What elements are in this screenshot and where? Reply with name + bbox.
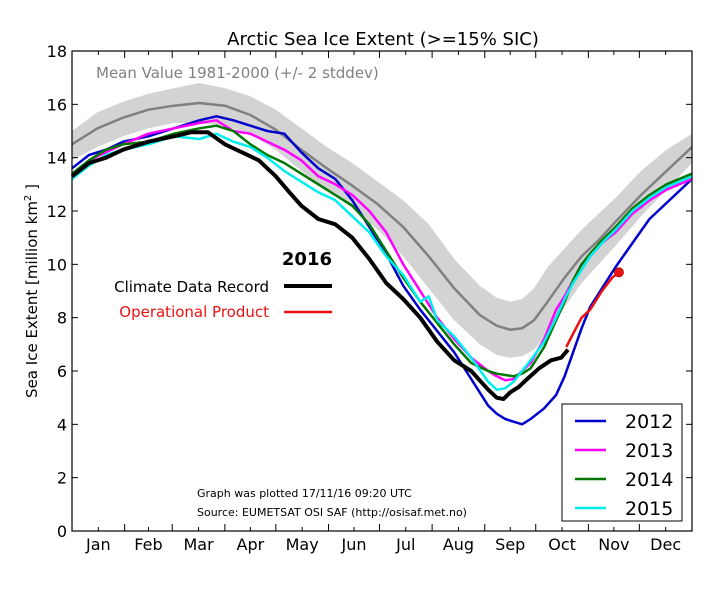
legend: 2012 2013 2014 2015 bbox=[561, 403, 683, 522]
y-axis-label-sup: 2 bbox=[23, 195, 34, 201]
axis-ticks bbox=[71, 50, 693, 532]
x-tick-label-nov: Nov bbox=[598, 535, 629, 554]
x-tick-label-mar: Mar bbox=[183, 535, 214, 554]
plot-area bbox=[70, 83, 693, 426]
footnote-source: Source: EUMETSAT OSI SAF (http://osisaf.… bbox=[197, 506, 467, 519]
mean-line bbox=[71, 101, 693, 331]
x-tick-label-dec: Dec bbox=[650, 535, 681, 554]
y-tick-label: 16 bbox=[47, 95, 67, 114]
x-tick-label-aug: Aug bbox=[443, 535, 474, 554]
y-tick-label: 14 bbox=[47, 149, 67, 168]
stddev-band bbox=[72, 83, 692, 358]
y-tick-label: 8 bbox=[57, 309, 67, 328]
legend-label-2014: 2014 bbox=[625, 469, 673, 491]
series-line-2016-operational-product bbox=[565, 271, 620, 348]
series-line-2016-climate-data-record bbox=[70, 130, 570, 401]
x-tick-label-apr: Apr bbox=[237, 535, 265, 554]
footnote-plotted: Graph was plotted 17/11/16 09:20 UTC bbox=[197, 487, 412, 500]
y-tick-label: 4 bbox=[57, 415, 67, 434]
y-tick-label: 18 bbox=[47, 42, 67, 61]
y-tick-label: 2 bbox=[57, 469, 67, 488]
y-tick-label: 12 bbox=[47, 202, 67, 221]
legend-frame bbox=[561, 403, 683, 522]
x-tick-label-sep: Sep bbox=[495, 535, 525, 554]
x-tick-label-feb: Feb bbox=[134, 535, 162, 554]
legend-entries: 2012 2013 2014 2015 bbox=[575, 411, 673, 520]
x-tick-label-jun: Jun bbox=[340, 535, 366, 554]
y-axis-label-main: Sea Ice Extent [million km bbox=[23, 201, 41, 398]
x-tick-labels: Jan Feb Mar Apr May Jun Jul Aug Sep Oct Nov Dec bbox=[85, 535, 681, 554]
x-tick-label-jul: Jul bbox=[395, 535, 415, 554]
latest-value-marker bbox=[614, 267, 624, 278]
y-axis-label-end: ] bbox=[23, 184, 41, 195]
y-axis-label: Sea Ice Extent [million km2 ] bbox=[23, 184, 41, 398]
x-tick-label-may: May bbox=[286, 535, 319, 554]
y-tick-label: 6 bbox=[57, 362, 67, 381]
x-tick-label-jan: Jan bbox=[85, 535, 111, 554]
legend-2016-label-cdr: Climate Data Record bbox=[114, 278, 269, 296]
y-tick-label: 10 bbox=[47, 255, 67, 274]
legend-label-2013: 2013 bbox=[625, 440, 673, 462]
mean-annotation: Mean Value 1981-2000 (+/- 2 stddev) bbox=[96, 64, 379, 82]
axes-frame bbox=[71, 50, 693, 532]
legend-2016-label-operational: Operational Product bbox=[119, 303, 269, 321]
legend-label-2012: 2012 bbox=[625, 411, 673, 433]
series-line-2012 bbox=[71, 115, 693, 426]
x-tick-label-oct: Oct bbox=[548, 535, 576, 554]
legend-2016: 2016 Climate Data Record Operational Pro… bbox=[114, 249, 332, 321]
chart-title: Arctic Sea Ice Extent (>=15% SIC) bbox=[227, 29, 539, 50]
legend-2016-title: 2016 bbox=[282, 249, 332, 270]
y-tick-labels: 0 2 4 6 8 10 12 14 16 18 bbox=[47, 42, 67, 541]
y-tick-label: 0 bbox=[57, 522, 67, 541]
legend-label-2015: 2015 bbox=[625, 498, 673, 520]
series-line-2014 bbox=[71, 124, 693, 378]
